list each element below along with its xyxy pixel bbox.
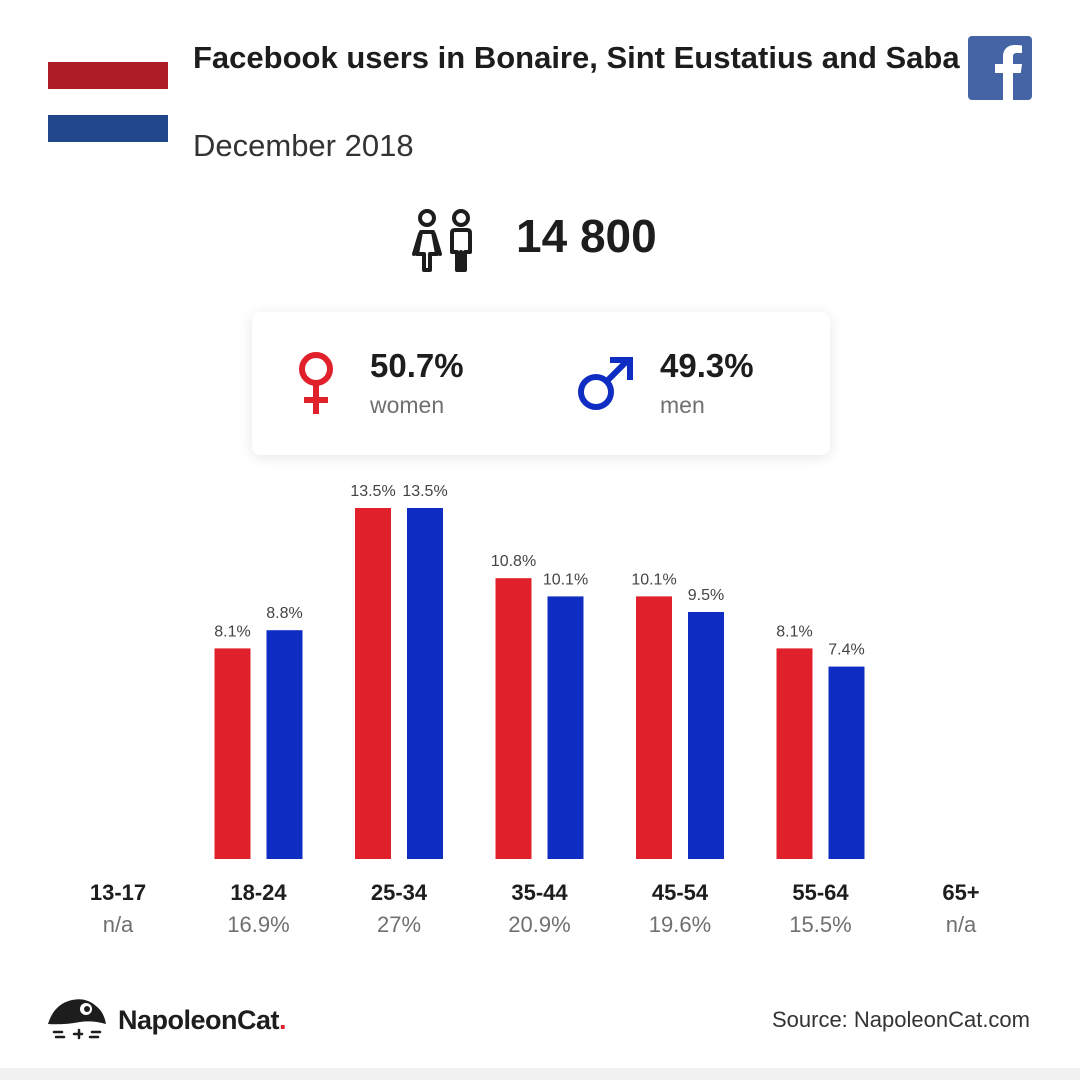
age-group-45-54: 10.1% 9.5% 45-54 19.6% — [631, 571, 724, 937]
men-percentage: 49.3% — [660, 347, 754, 384]
age-group-55-64: 8.1% 7.4% 55-64 15.5% — [776, 623, 864, 937]
bar-women-55-64 — [776, 648, 813, 859]
tick-label-45-54: 45-54 — [652, 880, 709, 905]
bottom-strip — [0, 1068, 1080, 1080]
tick-label-25-34: 25-34 — [371, 880, 428, 905]
source-credit: Source: NapoleonCat.com — [771, 1007, 1030, 1032]
people-icon — [408, 206, 482, 276]
female-symbol-icon — [296, 352, 336, 421]
age-group-35-44: 10.8% 10.1% 35-44 20.9% — [491, 553, 588, 937]
flag-stripe-red — [48, 62, 168, 89]
tick-label-35-44: 35-44 — [511, 880, 568, 905]
data-label-men-18-24: 8.8% — [266, 605, 302, 622]
napoleoncat-logo-icon — [46, 994, 110, 1042]
bar-men-45-54 — [688, 612, 724, 859]
data-label-men-55-64: 7.4% — [828, 642, 864, 659]
page-title: Facebook users in Bonaire, Sint Eustatiu… — [193, 40, 960, 75]
facebook-icon — [968, 36, 1032, 100]
age-group-13-17: 13-17 n/a — [90, 880, 146, 937]
data-label-women-35-44: 10.8% — [491, 553, 536, 570]
bar-women-25-34 — [355, 508, 391, 859]
tick-label-55-64: 55-64 — [792, 880, 849, 905]
bar-men-55-64 — [828, 666, 865, 859]
total-users: 14 800 — [516, 210, 657, 262]
age-group-25-34: 13.5% 13.5% 25-34 27% — [350, 483, 447, 937]
group-total-45-54: 19.6% — [649, 912, 711, 937]
tick-label-13-17: 13-17 — [90, 880, 146, 905]
age-group-65+: 65+ n/a — [942, 880, 979, 937]
brand-text: NapoleonCat — [118, 1005, 280, 1035]
tick-label-18-24: 18-24 — [230, 880, 287, 905]
women-percentage: 50.7% — [370, 347, 464, 384]
tick-label-65+: 65+ — [942, 880, 979, 905]
country-flag — [48, 62, 168, 142]
brand-dot: . — [279, 1005, 287, 1035]
data-label-women-25-34: 13.5% — [350, 483, 395, 500]
group-total-55-64: 15.5% — [789, 912, 851, 937]
group-total-18-24: 16.9% — [227, 912, 289, 937]
bar-women-18-24 — [214, 648, 251, 859]
group-total-13-17: n/a — [103, 912, 134, 937]
bar-men-35-44 — [547, 596, 584, 859]
bar-women-45-54 — [636, 596, 672, 859]
data-label-men-45-54: 9.5% — [688, 587, 724, 604]
men-label: men — [660, 392, 705, 418]
flag-stripe-blue — [48, 115, 168, 142]
women-label: women — [370, 392, 445, 418]
data-label-women-18-24: 8.1% — [214, 623, 250, 640]
group-total-35-44: 20.9% — [508, 912, 570, 937]
data-label-men-35-44: 10.1% — [543, 571, 588, 588]
gender-card: 50.7% women 49.3% men — [252, 312, 830, 455]
group-total-25-34: 27% — [377, 912, 421, 937]
age-gender-bar-chart: 13-17 n/a 8.1% 8.8% 18-24 16.9% 13.5% 13.5% 25-3… — [90, 483, 980, 937]
male-symbol-icon — [576, 354, 636, 419]
page-subtitle: December 2018 — [193, 128, 414, 163]
age-group-18-24: 8.1% 8.8% 18-24 16.9% — [214, 605, 302, 937]
bar-women-35-44 — [495, 578, 532, 859]
bar-men-25-34 — [407, 508, 443, 859]
bar-men-18-24 — [266, 630, 303, 859]
brand-name: NapoleonCat. — [118, 1002, 287, 1038]
data-label-women-45-54: 10.1% — [631, 571, 676, 588]
group-total-65+: n/a — [946, 912, 977, 937]
data-label-women-55-64: 8.1% — [776, 623, 812, 640]
data-label-men-25-34: 13.5% — [402, 483, 447, 500]
flag-stripe-white — [48, 88, 168, 116]
